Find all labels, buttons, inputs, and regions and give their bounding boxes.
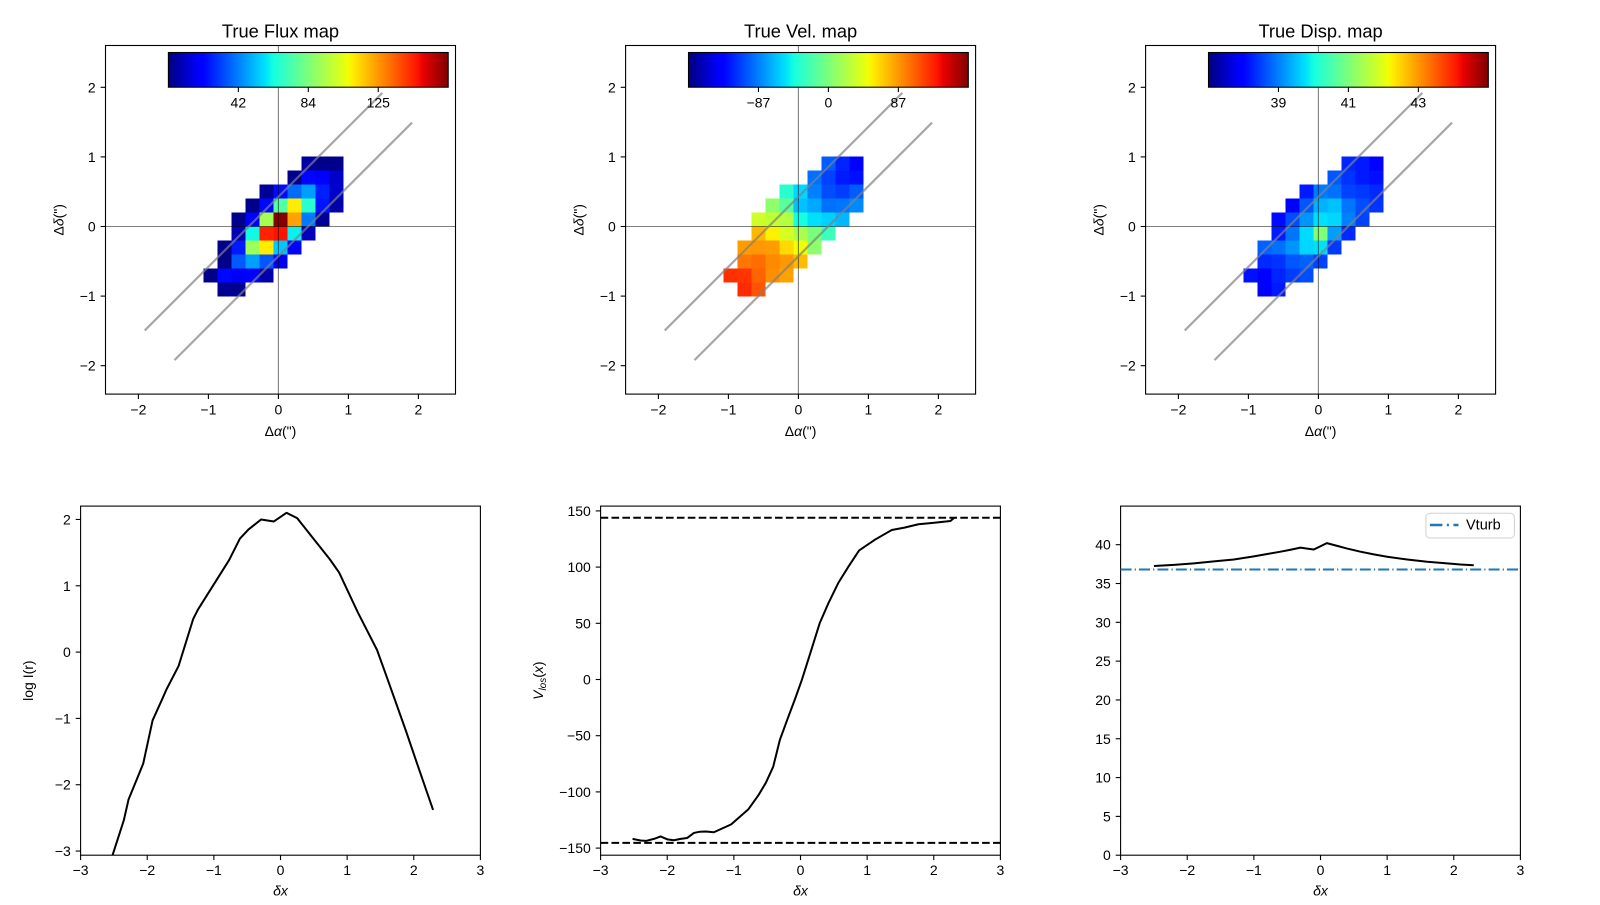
svg-text:−2: −2: [1120, 358, 1136, 374]
svg-text:−1: −1: [206, 862, 222, 878]
svg-text:10: 10: [1095, 770, 1111, 786]
svg-text:−1: −1: [200, 402, 216, 418]
svg-text:35: 35: [1095, 576, 1111, 592]
svg-text:−2: −2: [1179, 862, 1195, 878]
svg-text:−1: −1: [720, 402, 736, 418]
svg-text:41: 41: [1341, 95, 1357, 111]
svg-text:−150: −150: [559, 840, 591, 856]
svg-text:0: 0: [63, 644, 71, 660]
svg-text:0: 0: [88, 219, 96, 235]
svg-text:δx: δx: [793, 883, 809, 899]
svg-text:0: 0: [1315, 402, 1323, 418]
svg-text:0: 0: [797, 862, 805, 878]
svg-text:−1: −1: [80, 288, 96, 304]
svg-text:−2: −2: [659, 862, 675, 878]
svg-text:1: 1: [343, 862, 351, 878]
svg-text:−2: −2: [600, 358, 616, 374]
svg-text:log I(r): log I(r): [20, 660, 36, 700]
svg-text:125: 125: [367, 95, 391, 111]
svg-text:84: 84: [301, 95, 317, 111]
svg-text:3: 3: [996, 862, 1004, 878]
svg-text:0: 0: [277, 862, 285, 878]
svg-text:1: 1: [345, 402, 353, 418]
svg-text:−2: −2: [55, 777, 71, 793]
svg-text:0: 0: [1317, 862, 1325, 878]
svg-text:−2: −2: [1170, 402, 1186, 418]
svg-text:−1: −1: [600, 288, 616, 304]
svg-text:1: 1: [63, 578, 71, 594]
svg-text:3: 3: [1516, 862, 1524, 878]
svg-text:−87: −87: [747, 95, 771, 111]
svg-text:Vturb: Vturb: [1466, 518, 1501, 534]
svg-text:Δδ("): Δδ("): [571, 204, 587, 235]
svg-text:1: 1: [1385, 402, 1393, 418]
svg-text:3: 3: [476, 862, 484, 878]
svg-text:1: 1: [608, 149, 616, 165]
svg-text:2: 2: [63, 511, 71, 527]
svg-text:2: 2: [410, 862, 418, 878]
svg-text:2: 2: [935, 402, 943, 418]
svg-text:40: 40: [1095, 537, 1111, 553]
svg-text:2: 2: [1128, 79, 1136, 95]
svg-text:−1: −1: [726, 862, 742, 878]
svg-text:0: 0: [795, 402, 803, 418]
svg-text:−50: −50: [567, 728, 591, 744]
svg-text:39: 39: [1271, 95, 1287, 111]
svg-text:5: 5: [1103, 808, 1111, 824]
svg-text:42: 42: [231, 95, 247, 111]
svg-text:1: 1: [88, 149, 96, 165]
svg-text:1: 1: [1128, 149, 1136, 165]
svg-text:−100: −100: [559, 784, 591, 800]
svg-text:0: 0: [583, 672, 591, 688]
svg-text:Δδ("): Δδ("): [1091, 204, 1107, 235]
svg-text:15: 15: [1095, 731, 1111, 747]
svg-text:−1: −1: [1246, 862, 1262, 878]
svg-text:Δα("): Δα("): [265, 423, 297, 439]
svg-text:20: 20: [1095, 692, 1111, 708]
svg-text:δx: δx: [1313, 883, 1329, 899]
svg-text:0: 0: [608, 219, 616, 235]
svg-text:1: 1: [863, 862, 871, 878]
svg-text:0: 0: [1103, 847, 1111, 863]
svg-text:100: 100: [567, 559, 591, 575]
svg-text:2: 2: [415, 402, 423, 418]
svg-text:δx: δx: [273, 883, 289, 899]
svg-text:Δα("): Δα("): [1305, 423, 1337, 439]
svg-text:2: 2: [608, 79, 616, 95]
svg-text:−2: −2: [130, 402, 146, 418]
svg-text:87: 87: [891, 95, 907, 111]
svg-text:−2: −2: [80, 358, 96, 374]
svg-text:2: 2: [1455, 402, 1463, 418]
svg-text:1: 1: [865, 402, 873, 418]
svg-text:0: 0: [275, 402, 283, 418]
svg-text:0: 0: [1128, 219, 1136, 235]
svg-text:True Flux map: True Flux map: [222, 20, 339, 41]
svg-text:2: 2: [88, 79, 96, 95]
svg-text:−1: −1: [55, 710, 71, 726]
svg-text:−2: −2: [139, 862, 155, 878]
svg-text:25: 25: [1095, 653, 1111, 669]
svg-text:2: 2: [1450, 862, 1458, 878]
svg-text:−1: −1: [1240, 402, 1256, 418]
svg-text:True Disp. map: True Disp. map: [1258, 20, 1382, 41]
svg-text:−2: −2: [650, 402, 666, 418]
svg-text:−3: −3: [1113, 862, 1129, 878]
svg-text:−1: −1: [1120, 288, 1136, 304]
svg-text:0: 0: [825, 95, 833, 111]
svg-text:True Vel. map: True Vel. map: [744, 20, 857, 41]
svg-text:Δα("): Δα("): [785, 423, 817, 439]
svg-text:−3: −3: [593, 862, 609, 878]
svg-text:30: 30: [1095, 614, 1111, 630]
svg-text:−3: −3: [73, 862, 89, 878]
svg-text:1: 1: [1383, 862, 1391, 878]
svg-text:50: 50: [575, 615, 591, 631]
svg-text:Δδ("): Δδ("): [51, 204, 67, 235]
svg-text:43: 43: [1411, 95, 1427, 111]
svg-text:150: 150: [567, 503, 591, 519]
svg-text:−3: −3: [55, 843, 71, 859]
svg-text:2: 2: [930, 862, 938, 878]
